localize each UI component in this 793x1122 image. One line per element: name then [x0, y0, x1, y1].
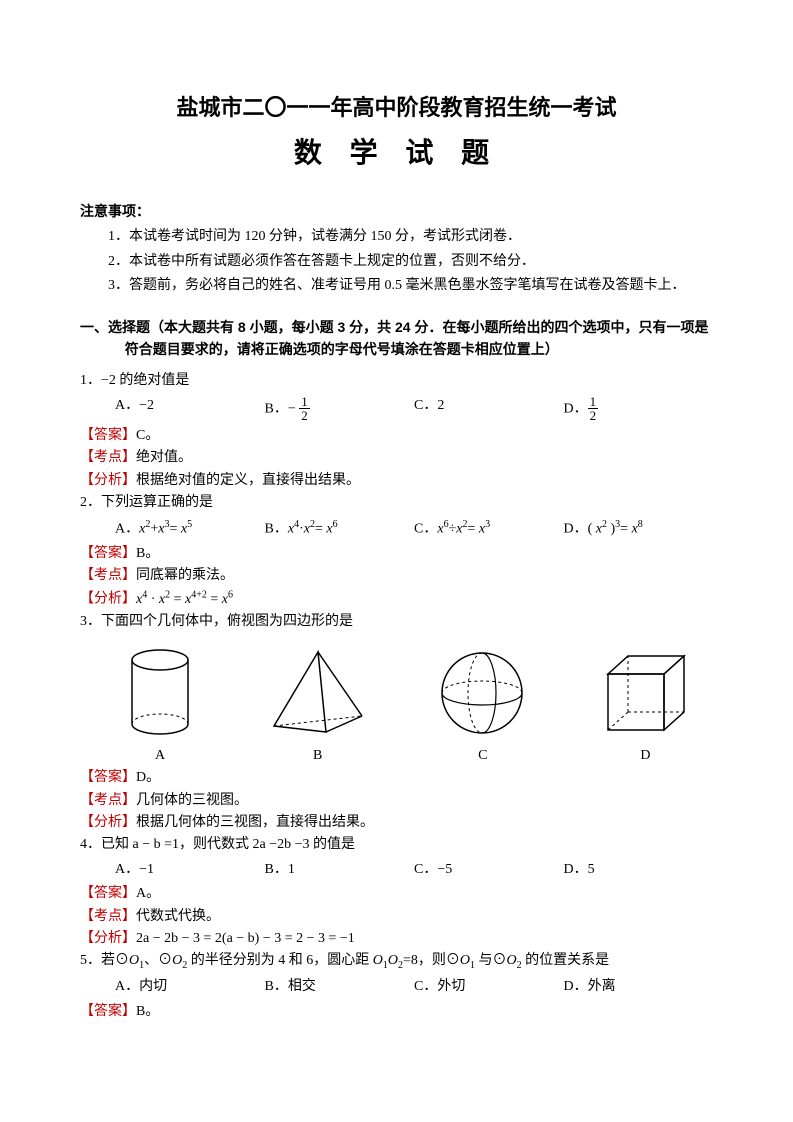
- exam-header-line2: 数 学 试 题: [80, 131, 713, 176]
- figure-label: D: [598, 745, 693, 767]
- question-1-options: A．−2 B．− 12 C．2 D．12: [80, 395, 713, 423]
- figure-b-pyramid: B: [268, 646, 368, 767]
- cylinder-icon: [120, 646, 200, 741]
- question-3-figures: A B C D: [80, 636, 713, 767]
- option-b: B．1: [265, 859, 415, 881]
- option-d-prefix: D．: [564, 401, 588, 416]
- option-b: B．− 12: [265, 395, 415, 423]
- option-a: A．x2+x3= x5: [115, 517, 265, 541]
- analysis-line: 【分析】根据几何体的三视图，直接得出结果。: [80, 812, 713, 834]
- pyramid-icon: [268, 646, 368, 741]
- exam-header-line1: 盐城市二〇一一年高中阶段教育招生统一考试: [80, 90, 713, 125]
- option-b: B．相交: [265, 976, 415, 998]
- option-c: C．−5: [414, 859, 564, 881]
- question-1-stem: 1．−2 的绝对值是: [80, 370, 713, 392]
- figure-c-sphere: C: [435, 646, 530, 767]
- option-b-prefix: B．−: [265, 401, 300, 416]
- keypoint-line: 【考点】几何体的三视图。: [80, 790, 713, 812]
- section-1-heading: 一、选择题（本大题共有 8 小题，每小题 3 分，共 24 分．在每小题所给出的…: [80, 316, 713, 361]
- answer-line: 【答案】D。: [80, 767, 713, 789]
- sphere-icon: [435, 646, 530, 741]
- analysis-line: 【分析】x4 · x2 = x4+2 = x6: [80, 587, 713, 611]
- option-a: A．内切: [115, 976, 265, 998]
- keypoint-line: 【考点】同底幂的乘法。: [80, 565, 713, 587]
- answer-line: 【答案】B。: [80, 543, 713, 565]
- note-item: 2．本试卷中所有试题必须作答在答题卡上规定的位置，否则不给分．: [108, 251, 713, 273]
- option-c: C．外切: [414, 976, 564, 998]
- notes-list: 1．本试卷考试时间为 120 分钟，试卷满分 150 分，考试形式闭卷． 2．本…: [80, 226, 713, 297]
- figure-label: A: [120, 745, 200, 767]
- analysis-line: 【分析】根据绝对值的定义，直接得出结果。: [80, 470, 713, 492]
- figure-label: C: [435, 745, 530, 767]
- option-a: A．−2: [115, 395, 265, 423]
- answer-line: 【答案】B。: [80, 1001, 713, 1023]
- keypoint-line: 【考点】绝对值。: [80, 447, 713, 469]
- note-item: 1．本试卷考试时间为 120 分钟，试卷满分 150 分，考试形式闭卷．: [108, 226, 713, 248]
- figure-a-cylinder: A: [120, 646, 200, 767]
- figure-d-cube: D: [598, 646, 693, 767]
- answer-line: 【答案】A。: [80, 883, 713, 905]
- fraction-icon: 12: [588, 395, 599, 423]
- question-5-options: A．内切 B．相交 C．外切 D．外离: [80, 976, 713, 998]
- keypoint-line: 【考点】代数式代换。: [80, 906, 713, 928]
- question-4-options: A．−1 B．1 C．−5 D．5: [80, 859, 713, 881]
- figure-label: B: [268, 745, 368, 767]
- option-c: C．x6÷x2= x3: [414, 517, 564, 541]
- option-a: A．−1: [115, 859, 265, 881]
- option-d: D．外离: [564, 976, 714, 998]
- question-5-stem: 5．若⊙O1、⊙O2 的半径分别为 4 和 6，圆心距 O1O2=8，则⊙O1 …: [80, 950, 713, 974]
- note-item: 3．答题前，务必将自己的姓名、准考证号用 0.5 毫米黑色墨水签字笔填写在试卷及…: [108, 275, 713, 297]
- option-b: B．x4·x2= x6: [265, 517, 415, 541]
- option-d: D．12: [564, 395, 714, 423]
- option-c: C．2: [414, 395, 564, 423]
- question-3-stem: 3．下面四个几何体中，俯视图为四边形的是: [80, 611, 713, 633]
- question-4-stem: 4．已知 a − b =1，则代数式 2a −2b −3 的值是: [80, 834, 713, 856]
- answer-line: 【答案】C。: [80, 425, 713, 447]
- notes-label: 注意事项：: [80, 200, 713, 222]
- fraction-icon: 12: [299, 395, 310, 423]
- question-2-options: A．x2+x3= x5 B．x4·x2= x6 C．x6÷x2= x3 D．( …: [80, 517, 713, 541]
- question-2-stem: 2．下列运算正确的是: [80, 492, 713, 514]
- analysis-line: 【分析】2a − 2b − 3 = 2(a − b) − 3 = 2 − 3 =…: [80, 928, 713, 950]
- option-d: D．5: [564, 859, 714, 881]
- cube-icon: [598, 646, 693, 741]
- option-d: D．( x2 )3= x8: [564, 517, 714, 541]
